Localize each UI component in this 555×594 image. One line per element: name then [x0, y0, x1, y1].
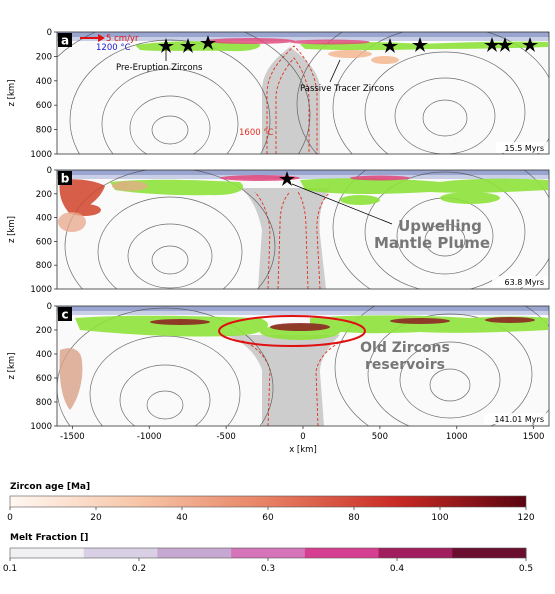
x-tick-label: 1500 — [523, 432, 545, 442]
velocity-label: 5 cm/yr — [106, 34, 139, 44]
y-axis-label: z [km] — [7, 216, 17, 243]
panel-c-label: c — [61, 308, 68, 322]
old-zircons-line2: reservoirs — [365, 357, 445, 373]
melt-tick-label: 0.1 — [3, 564, 17, 574]
y-tick-label: 1000 — [30, 285, 52, 295]
y-tick-label: 200 — [36, 52, 52, 62]
plume-label-line1: Upwelling — [398, 217, 482, 235]
y-tick-label: 200 — [36, 326, 52, 336]
zircon-age-colorbar: Zircon age [Ma] 0 20 40 60 80 100 120 — [7, 482, 535, 523]
melt-color-block — [83, 548, 158, 558]
y-tick-label: 1000 — [30, 150, 52, 160]
panel-b-label: b — [61, 172, 70, 186]
isotherm-1600-label: 1600 °C — [239, 128, 274, 138]
x-tick-label: 0 — [300, 432, 305, 442]
panel-c: c Old Zircons reservoirs 141.01 Myrs — [56, 305, 550, 427]
y-tick-label: 200 — [36, 190, 52, 200]
x-tick-label: -1000 — [137, 432, 162, 442]
zircon-age-title: Zircon age [Ma] — [10, 482, 90, 492]
y-axis-label: z [km] — [7, 353, 17, 380]
y-tick-label: 600 — [36, 101, 52, 111]
y-tick-label: 400 — [36, 214, 52, 224]
melt-tick-label: 0.5 — [519, 564, 533, 574]
isotherm-1200-label: 1200 °C — [96, 43, 131, 53]
age-tick-label: 40 — [176, 513, 188, 523]
y-tick-label: 400 — [36, 77, 52, 87]
melt-color-block — [304, 548, 380, 558]
x-axis: -1500 -1000 -500 0 500 1000 1500 x [km] — [60, 426, 544, 455]
tracer-label: Passive Tracer Zircons — [300, 84, 395, 94]
y-tick-label: 800 — [36, 398, 52, 408]
melt-tick-label: 0.4 — [390, 564, 405, 574]
y-axes: 0 200 400 600 800 1000 z [km] 0 200 400 600 800 1000… — [7, 28, 57, 432]
y-tick-label: 600 — [36, 374, 52, 384]
x-axis-label: x [km] — [289, 445, 317, 455]
y-tick-label: 800 — [36, 261, 52, 271]
x-tick-label: -500 — [216, 432, 235, 442]
melt-tick-label: 0.2 — [132, 564, 146, 574]
melt-color-block — [452, 548, 527, 558]
y-tick-label: 0 — [47, 302, 52, 312]
panel-c-time: 141.01 Myrs — [494, 415, 544, 424]
panel-a-time: 15.5 Myrs — [505, 144, 544, 153]
melt-color-block — [157, 548, 232, 558]
age-tick-label: 20 — [90, 513, 102, 523]
melt-color-block — [10, 548, 85, 558]
y-tick-label: 800 — [36, 126, 52, 136]
pre-eruption-label: Pre-Eruption Zircons — [116, 63, 203, 73]
y-tick-label: 0 — [47, 28, 52, 38]
panel-b: b Upwelling Mantle Plume 63.8 Myrs — [56, 169, 550, 290]
y-tick-label: 400 — [36, 350, 52, 360]
panel-a-label: a — [61, 34, 69, 48]
panel-a: a 5 cm/yr 1200 °C Pre-Eruption Zircons P… — [56, 31, 550, 155]
melt-fraction-colorbar: Melt Fraction [] 0.1 0.2 0.3 0.4 0.5 — [3, 533, 533, 574]
age-tick-label: 60 — [262, 513, 274, 523]
age-tick-label: 80 — [348, 513, 360, 523]
panel-b-time: 63.8 Myrs — [505, 278, 544, 287]
surface-stars — [158, 35, 538, 53]
y-axis-label: z [km] — [7, 80, 17, 107]
x-tick-label: 500 — [372, 432, 388, 442]
y-tick-label: 600 — [36, 237, 52, 247]
age-tick-label: 100 — [431, 513, 448, 523]
age-tick-label: 0 — [7, 513, 13, 523]
melt-tick-label: 0.3 — [261, 564, 275, 574]
y-tick-label: 1000 — [30, 422, 52, 432]
age-tick-label: 120 — [517, 513, 534, 523]
plume-star — [279, 171, 295, 186]
x-tick-label: 1000 — [446, 432, 468, 442]
melt-fraction-title: Melt Fraction [] — [10, 533, 88, 543]
melt-color-block — [378, 548, 453, 558]
old-zircons-line1: Old Zircons — [360, 340, 450, 356]
old-zircons-highlight — [218, 315, 366, 347]
x-tick-label: -1500 — [60, 432, 85, 442]
melt-color-block — [231, 548, 306, 558]
plume-label-line2: Mantle Plume — [374, 234, 490, 252]
y-tick-label: 0 — [47, 166, 52, 176]
